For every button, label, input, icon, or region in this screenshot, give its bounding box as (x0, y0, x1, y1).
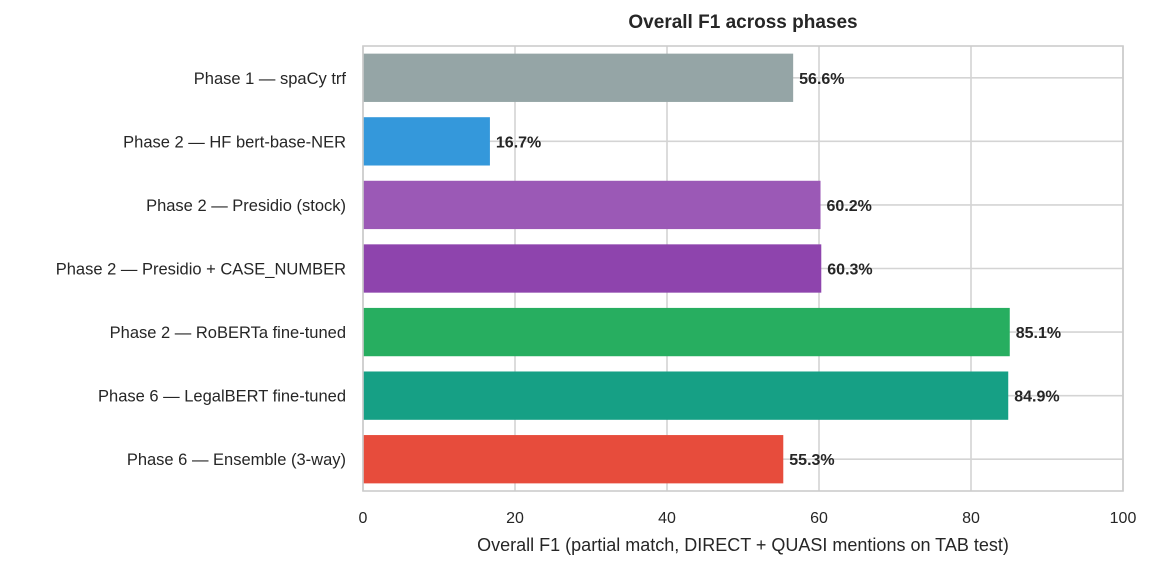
bar (363, 435, 784, 484)
bar-value-label: 56.6% (799, 71, 844, 88)
bar-value-label: 16.7% (496, 134, 541, 151)
value-labels: 56.6% 16.7% 60.2% 60.3% 85.1% 84.9% 55.3% (496, 71, 1061, 469)
bar (363, 307, 1010, 357)
y-tick-label: Phase 6 — LegalBERT fine-tuned (98, 388, 346, 406)
bar-value-label: 84.9% (1014, 389, 1059, 406)
plot-frame (362, 45, 1124, 492)
y-tick-label: Phase 6 — Ensemble (3-way) (127, 451, 346, 469)
bar (363, 371, 1009, 420)
x-tick-label: 60 (810, 510, 828, 527)
bar-value-label: 60.2% (827, 198, 872, 215)
chart-title: Overall F1 across phases (628, 12, 857, 33)
bar (363, 53, 794, 102)
bar-value-label: 60.3% (827, 262, 872, 279)
y-tick-label: Phase 2 — HF bert-base-NER (123, 133, 346, 151)
x-tick-label: 20 (506, 510, 524, 527)
bar-value-label: 55.3% (789, 452, 834, 469)
bar-value-label: 85.1% (1016, 325, 1061, 342)
bar (363, 180, 821, 230)
x-tick-label: 40 (658, 510, 676, 527)
y-tick-label: Phase 2 — Presidio + CASE_NUMBER (56, 261, 346, 279)
y-tick-label: Phase 2 — Presidio (stock) (146, 197, 346, 215)
x-tick-label: 80 (962, 510, 980, 527)
bars (363, 53, 1010, 484)
x-axis-label: Overall F1 (partial match, DIRECT + QUAS… (477, 535, 1009, 555)
x-tick-label: 100 (1110, 510, 1137, 527)
y-tick-label: Phase 1 — spaCy trf (194, 70, 347, 88)
x-tick-labels: 0 20 40 60 80 100 (359, 510, 1137, 527)
y-tick-labels: Phase 1 — spaCy trf Phase 2 — HF bert-bas… (56, 70, 347, 469)
y-tick-label: Phase 2 — RoBERTa fine-tuned (110, 324, 346, 342)
bar (363, 117, 490, 166)
x-tick-label: 0 (359, 510, 368, 527)
bar (363, 244, 822, 293)
